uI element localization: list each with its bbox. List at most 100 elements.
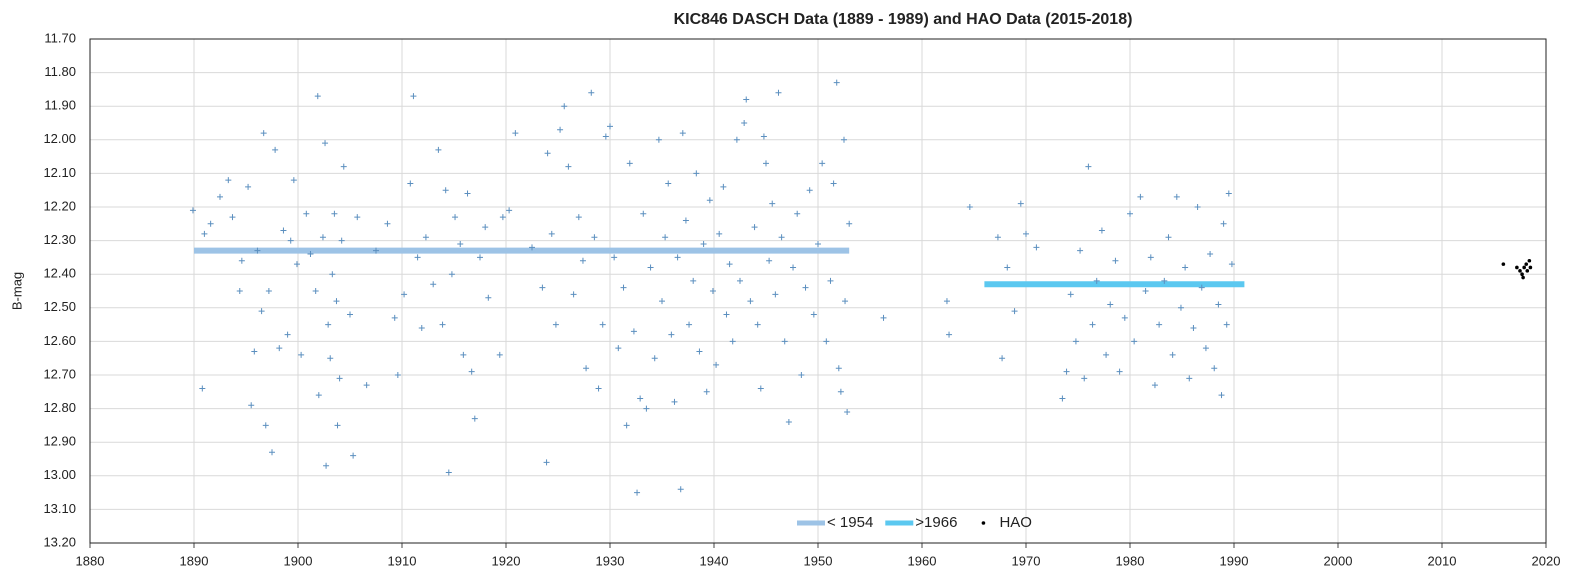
data-point (946, 331, 953, 338)
data-point (422, 234, 429, 241)
data-point (1023, 230, 1029, 237)
data-point (706, 197, 713, 204)
data-point (823, 338, 830, 345)
data-point (602, 133, 609, 140)
data-point (766, 257, 773, 264)
data-point (1063, 368, 1070, 375)
y-tick-label: 12.40 (43, 266, 76, 281)
data-point (827, 277, 834, 284)
data-point (315, 392, 322, 399)
y-tick-label: 11.90 (44, 98, 76, 113)
data-point (668, 331, 675, 338)
data-point (1116, 368, 1123, 375)
data-point (312, 288, 319, 294)
data-point (754, 321, 761, 328)
data-point (303, 210, 310, 217)
data-point (686, 321, 693, 328)
x-tick-label: 1930 (596, 553, 625, 568)
data-point (293, 261, 300, 268)
plot-border (89, 38, 1547, 544)
data-point (477, 254, 483, 261)
data-point (506, 207, 513, 214)
y-axis-label: B-mag (9, 272, 24, 310)
data-point (323, 462, 330, 469)
y-tick-label: 12.30 (43, 232, 76, 247)
data-point (833, 79, 840, 86)
data-point (199, 385, 206, 392)
data-point (1198, 284, 1205, 291)
data-point (307, 251, 314, 258)
data-point (674, 254, 681, 261)
data-point (322, 140, 329, 147)
data-point (340, 163, 347, 170)
data-point (655, 136, 662, 143)
data-point (414, 254, 421, 261)
data-point (794, 210, 801, 217)
data-point (287, 237, 294, 244)
data-point (1151, 382, 1158, 389)
data-point (720, 183, 727, 190)
data-point (778, 234, 785, 241)
data-point (1081, 375, 1088, 382)
data-point (671, 398, 678, 405)
data-point (1121, 314, 1128, 321)
data-point (819, 160, 826, 167)
data-point (760, 133, 767, 140)
data-point (607, 123, 613, 130)
data-point (716, 230, 723, 237)
data-point (1112, 257, 1119, 264)
y-tick-label: 12.00 (43, 131, 76, 146)
data-point (445, 469, 452, 476)
data-point (634, 489, 641, 496)
data-point (272, 146, 279, 153)
data-point (290, 177, 297, 184)
data-point (1527, 258, 1532, 263)
data-point (943, 298, 950, 305)
data-point (1127, 210, 1133, 217)
data-point (790, 264, 797, 271)
data-point (363, 382, 370, 389)
data-point (583, 365, 590, 372)
data-point (439, 321, 446, 328)
data-point (595, 385, 602, 392)
data-point (741, 120, 748, 126)
data-point (1085, 163, 1092, 170)
data-point (254, 247, 261, 254)
data-point (245, 183, 252, 190)
data-point (1089, 321, 1096, 328)
data-point (334, 422, 341, 429)
data-point (512, 130, 519, 137)
data-point (280, 227, 287, 234)
y-tick-label: 13.20 (43, 534, 76, 549)
data-point (696, 348, 703, 355)
data-point (260, 130, 267, 137)
data-point (1525, 269, 1530, 273)
data-point (1169, 351, 1176, 358)
x-tick-label: 1900 (284, 553, 313, 568)
data-point (1072, 338, 1079, 345)
data-point (499, 214, 506, 221)
data-point (435, 146, 442, 153)
data-point (693, 170, 700, 177)
data-point (1520, 272, 1524, 277)
data-point (543, 459, 550, 466)
y-tick-label: 12.10 (43, 165, 76, 180)
data-point (637, 395, 644, 402)
data-point (841, 136, 847, 143)
data-point (1228, 261, 1235, 268)
data-point (842, 298, 849, 305)
data-point (747, 298, 754, 305)
data-point (1190, 324, 1197, 331)
data-point (630, 328, 637, 335)
data-point (544, 150, 551, 157)
legend-label: HAO (999, 514, 1032, 531)
legend-swatch (981, 521, 986, 525)
data-point (565, 163, 572, 170)
y-tick-label: 12.80 (43, 400, 76, 415)
data-point (1215, 301, 1222, 308)
data-point (1093, 277, 1100, 284)
data-point (743, 96, 750, 103)
data-point (276, 345, 283, 352)
data-point (1067, 291, 1074, 298)
legend-label: < 1954 (827, 514, 873, 531)
